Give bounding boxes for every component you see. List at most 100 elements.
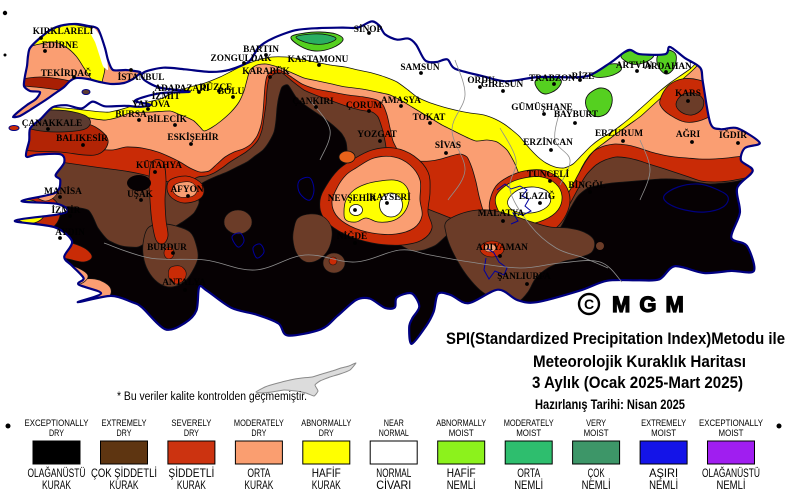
svg-text:NEMLİ: NEMLİ: [717, 478, 746, 491]
svg-text:DRY: DRY: [117, 428, 132, 438]
svg-text:ANTALYA: ANTALYA: [162, 278, 206, 288]
svg-text:SPI(Standardized Precipitation: SPI(Standardized Precipitation Index)Met…: [446, 329, 785, 348]
svg-text:KURAK: KURAK: [177, 478, 206, 491]
svg-text:EXCEPTIONALLY: EXCEPTIONALLY: [699, 418, 763, 428]
svg-text:ARDAHAN: ARDAHAN: [644, 62, 692, 72]
svg-text:NEAR: NEAR: [384, 418, 404, 428]
svg-text:AYDIN: AYDIN: [55, 228, 85, 238]
svg-text:Meteorolojik Kuraklık Haritası: Meteorolojik Kuraklık Haritası: [533, 352, 746, 371]
svg-text:KURAK: KURAK: [110, 478, 139, 491]
svg-text:HAFİF: HAFİF: [447, 466, 476, 480]
svg-text:ÇANKIRI: ÇANKIRI: [292, 97, 334, 107]
svg-text:SEVERELY: SEVERELY: [171, 418, 211, 428]
svg-text:ELAZIĞ: ELAZIĞ: [519, 189, 555, 202]
svg-text:ÇORUM: ÇORUM: [346, 101, 382, 111]
svg-text:NEMLİ: NEMLİ: [447, 478, 476, 491]
svg-text:İZMİT: İZMİT: [152, 90, 181, 102]
svg-text:BOLU: BOLU: [218, 87, 245, 97]
svg-text:OLAĞANÜSTÜ: OLAĞANÜSTÜ: [702, 465, 760, 480]
svg-text:BİNGÖL: BİNGÖL: [568, 178, 605, 191]
svg-text:NEMLİ: NEMLİ: [514, 478, 543, 491]
svg-text:MODERATELY: MODERATELY: [234, 418, 284, 428]
svg-text:Hazırlanış Tarihi: Nisan 2025: Hazırlanış Tarihi: Nisan 2025: [535, 397, 685, 412]
svg-text:MOIST: MOIST: [584, 428, 609, 438]
svg-text:MGM: MGM: [612, 292, 693, 317]
svg-text:KURAK: KURAK: [244, 478, 273, 491]
svg-text:AFYON: AFYON: [170, 185, 203, 195]
svg-text:BALIKESİR: BALIKESİR: [56, 132, 108, 144]
svg-text:EXTREMELY: EXTREMELY: [641, 418, 686, 428]
svg-text:RİZE: RİZE: [572, 70, 595, 82]
svg-text:ŞİDDETLİ: ŞİDDETLİ: [168, 466, 214, 480]
svg-text:NORMAL: NORMAL: [379, 428, 409, 438]
svg-text:GÜMÜŞHANE: GÜMÜŞHANE: [511, 100, 572, 113]
svg-text:IĞDIR: IĞDIR: [719, 128, 747, 141]
svg-text:NEVŞEHİR: NEVŞEHİR: [328, 192, 377, 204]
svg-text:3 Aylık (Ocak 2025-Mart 2025): 3 Aylık (Ocak 2025-Mart 2025): [532, 373, 743, 392]
svg-text:TEKİRDAĞ: TEKİRDAĞ: [41, 66, 92, 79]
svg-text:İSTANBUL: İSTANBUL: [118, 71, 165, 83]
svg-text:MANİSA: MANİSA: [44, 185, 82, 197]
svg-text:NORMAL: NORMAL: [376, 466, 411, 480]
svg-text:MALATYA: MALATYA: [478, 209, 525, 219]
svg-text:TRABZON: TRABZON: [529, 74, 575, 84]
svg-text:EXCEPTIONALLY: EXCEPTIONALLY: [25, 418, 89, 428]
svg-text:NİĞDE: NİĞDE: [337, 229, 367, 242]
svg-text:DRY: DRY: [184, 428, 199, 438]
svg-text:EXTREMELY: EXTREMELY: [102, 418, 147, 428]
svg-text:VERY: VERY: [586, 418, 606, 428]
svg-text:SİVAS: SİVAS: [435, 139, 461, 151]
svg-text:MOIST: MOIST: [651, 428, 676, 438]
svg-text:ERZİNCAN: ERZİNCAN: [523, 136, 573, 148]
svg-text:ABNORMALLY: ABNORMALLY: [436, 418, 486, 428]
svg-text:MODERATELY: MODERATELY: [504, 418, 554, 428]
svg-text:BARTIN: BARTIN: [243, 45, 279, 55]
svg-text:KURAK: KURAK: [312, 478, 341, 491]
svg-text:UŞAK: UŞAK: [127, 190, 154, 200]
svg-text:ERZURUM: ERZURUM: [595, 129, 643, 139]
svg-text:AĞRI: AĞRI: [676, 127, 701, 140]
svg-text:YOZGAT: YOZGAT: [357, 130, 397, 140]
svg-text:DRY: DRY: [49, 428, 64, 438]
svg-text:İZMİR: İZMİR: [52, 204, 81, 216]
svg-text:ÇOK: ÇOK: [588, 466, 605, 480]
svg-text:ZONGULDAK: ZONGULDAK: [211, 54, 273, 64]
svg-text:C: C: [584, 296, 594, 312]
svg-text:ORDU: ORDU: [467, 76, 495, 86]
svg-text:ŞANLIURFA: ŞANLIURFA: [497, 272, 551, 282]
svg-text:SAMSUN: SAMSUN: [400, 63, 440, 73]
svg-text:TOKAT: TOKAT: [413, 113, 447, 123]
svg-text:KARABÜK: KARABÜK: [242, 64, 290, 77]
svg-text:KARS: KARS: [675, 89, 701, 99]
svg-text:ABNORMALLY: ABNORMALLY: [301, 418, 351, 428]
svg-text:AMASYA: AMASYA: [381, 96, 421, 106]
svg-text:BAYBURT: BAYBURT: [554, 110, 599, 120]
svg-text:ADAPAZARI: ADAPAZARI: [154, 84, 209, 94]
svg-text:CİVARI: CİVARI: [376, 478, 411, 491]
svg-text:DRY: DRY: [251, 428, 266, 438]
svg-text:MOIST: MOIST: [516, 428, 541, 438]
svg-text:* Bu veriler kalite kontrolden: * Bu veriler kalite kontrolden geçmemişt…: [117, 391, 307, 403]
svg-text:DRY: DRY: [319, 428, 334, 438]
svg-text:ADIYAMAN: ADIYAMAN: [476, 243, 528, 253]
svg-text:MOIST: MOIST: [719, 428, 744, 438]
svg-text:ORTA: ORTA: [247, 466, 270, 480]
svg-text:SİNOP: SİNOP: [354, 23, 383, 35]
svg-text:KURAK: KURAK: [42, 478, 71, 491]
svg-text:DÜZCE: DÜZCE: [200, 80, 233, 93]
svg-text:TUNCELİ: TUNCELİ: [527, 168, 570, 180]
svg-text:NEMLİ: NEMLİ: [649, 478, 678, 491]
svg-text:AŞIRI: AŞIRI: [649, 466, 678, 480]
svg-text:BİLECİK: BİLECİK: [147, 113, 188, 125]
svg-text:KASTAMONU: KASTAMONU: [288, 55, 349, 65]
svg-text:YALOVA: YALOVA: [132, 100, 171, 110]
svg-text:KÜTAHYA: KÜTAHYA: [136, 158, 182, 171]
svg-text:GİRESUN: GİRESUN: [481, 78, 524, 90]
svg-text:BURSA: BURSA: [115, 110, 147, 120]
svg-text:ORTA: ORTA: [517, 466, 540, 480]
svg-text:OLAĞANÜSTÜ: OLAĞANÜSTÜ: [28, 465, 86, 480]
svg-text:EDİRNE: EDİRNE: [42, 39, 78, 51]
svg-text:ARTVİN: ARTVİN: [616, 59, 653, 71]
svg-text:ÇANAKKALE: ÇANAKKALE: [22, 119, 82, 129]
svg-text:NEMLİ: NEMLİ: [582, 478, 611, 491]
